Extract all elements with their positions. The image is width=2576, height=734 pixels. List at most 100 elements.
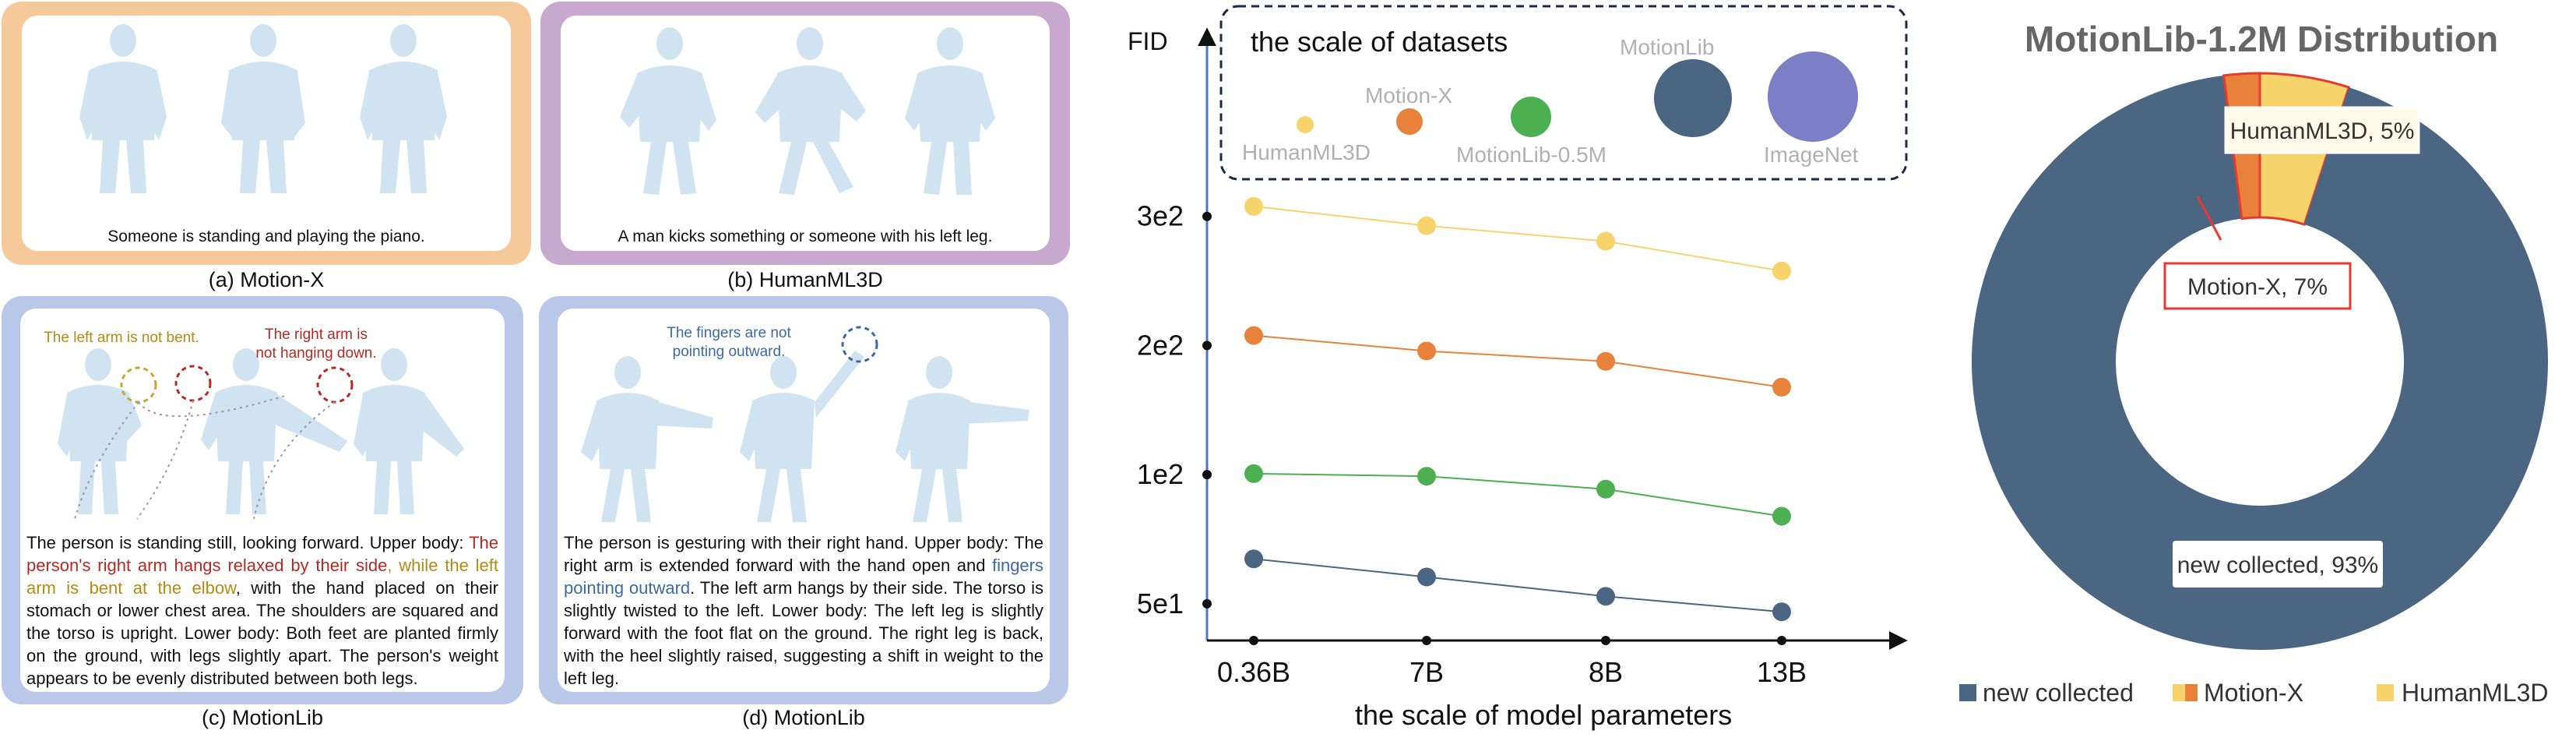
series-line: [1253, 205, 1782, 272]
x-tick-label: 13B: [1757, 656, 1807, 688]
motionlib-d-figures: [581, 326, 1029, 522]
note-right-arm: The right arm is not hanging down.: [255, 326, 377, 362]
humanml3d-figures: [620, 27, 995, 195]
legend-swatch-new-collected: [1959, 684, 1976, 701]
label-motion-x-leader: [2196, 196, 2222, 241]
series-point: [1244, 549, 1263, 569]
legend-swatch-motion-x-a: [2173, 684, 2185, 701]
marker-right-arm-end: [316, 366, 354, 404]
fid-line-chart: FID 5e1 1e2 2e2 3e2 0.36B 7B 8B 13B the scale …: [1128, 5, 1908, 731]
legend-dot-motion-x: [1396, 108, 1423, 135]
series-point: [1244, 326, 1263, 345]
dataset-scale-legend: the scale of datasets HumanML3D Motion-X…: [1219, 5, 1908, 181]
caption-motion-x: (a) Motion-X: [208, 268, 325, 291]
svg-text:HumanML3D, 5%: HumanML3D, 5%: [2230, 118, 2415, 144]
note-fingers: The fingers are not pointing outward.: [667, 325, 791, 360]
svg-text:Motion-X, 7%: Motion-X, 7%: [2187, 274, 2328, 300]
y-tick-label: 3e2: [1137, 200, 1184, 232]
y-axis-label: FID: [1128, 27, 1168, 55]
series-line: [1253, 334, 1782, 388]
series-point: [1596, 587, 1615, 606]
highlight-left-arm: while the left arm is bent at the elbow: [26, 556, 498, 598]
panel-motion-x: Someone is standing and playing the pian…: [2, 2, 531, 265]
x-tick-dot: [1422, 636, 1431, 645]
legend-label-motionlib-05m: MotionLib-0.5M: [1456, 143, 1606, 167]
series-point: [1244, 196, 1263, 216]
y-tick-dot: [1202, 211, 1212, 221]
panel-motion-x-inner: Someone is standing and playing the pian…: [22, 16, 511, 251]
humanml3d-description: A man kicks something or someone with hi…: [618, 228, 993, 245]
x-tick-dot: [1601, 636, 1610, 645]
label-motion-x: Motion-X, 7%: [2163, 262, 2352, 310]
legend-label-motionlib: MotionLib: [1620, 35, 1714, 59]
series-point: [1772, 377, 1791, 397]
panel-motionlib-d-inner: The fingers are not pointing outward. Th…: [558, 309, 1050, 692]
y-ticks: 5e1 1e2 2e2 3e2: [1137, 200, 1212, 619]
y-tick-label: 1e2: [1137, 458, 1184, 490]
distribution-donut-chart: MotionLib-1.2M Distribution HumanML3D, 5…: [1959, 19, 2549, 707]
legend-label-humanml3d: HumanML3D: [1242, 140, 1371, 164]
y-tick-label: 5e1: [1137, 588, 1184, 619]
donut-title: MotionLib-1.2M Distribution: [2025, 19, 2498, 59]
legend-dot-imagenet: [1768, 51, 1858, 142]
x-axis-label: the scale of model parameters: [1355, 699, 1732, 731]
legend-dot-motionlib-05m: [1511, 97, 1551, 137]
legend-dot-humanml3d: [1297, 116, 1314, 133]
caption-motionlib-c: (c) MotionLib: [201, 706, 324, 729]
x-tick-label: 0.36B: [1217, 656, 1290, 688]
legend-label-imagenet: ImageNet: [1764, 143, 1859, 167]
series-point: [1772, 506, 1791, 526]
series-point: [1596, 231, 1615, 251]
series-point: [1596, 479, 1615, 499]
marker-fingers: [841, 326, 878, 363]
note-left-arm: The left arm is not bent.: [44, 330, 199, 346]
label-new-collected: new collected, 93%: [2173, 541, 2383, 588]
panel-motionlib-c-inner: The left arm is not bent. The right arm …: [20, 309, 505, 692]
panel-motionlib-d: The fingers are not pointing outward. Th…: [539, 296, 1068, 704]
legend-label-motion-x: Motion-X: [1365, 83, 1452, 108]
series-group: [1244, 196, 1791, 622]
series-point: [1244, 464, 1263, 483]
legend-text-new-collected: new collected: [1983, 679, 2134, 707]
motionlib-d-description: The person is gesturing with their right…: [564, 533, 1043, 688]
series-point: [1417, 467, 1436, 486]
x-tick-label: 8B: [1589, 656, 1623, 688]
series-point: [1417, 216, 1436, 235]
legend-swatch-humanml3d: [2377, 684, 2394, 701]
series-point: [1772, 261, 1791, 281]
series-point: [1417, 567, 1436, 587]
y-tick-dot: [1202, 341, 1212, 351]
motionlib-c-description: The person is standing still, looking fo…: [26, 533, 499, 688]
motion-x-figures: [79, 24, 447, 193]
y-tick-dot: [1202, 598, 1212, 609]
y-tick-label: 2e2: [1137, 329, 1184, 361]
highlight-right-arm: The person's right arm hangs relaxed by …: [26, 533, 498, 575]
motionlib-c-figures: [58, 348, 464, 520]
link-curve-1: [138, 395, 286, 418]
highlight-fingers: fingers pointing outward: [564, 556, 1043, 598]
marker-right-arm: [174, 365, 212, 402]
x-tick-dot: [1249, 636, 1258, 645]
legend-swatch-motion-x-b: [2185, 684, 2198, 701]
label-humanml3d: HumanML3D, 5%: [2224, 106, 2420, 154]
x-tick-dot: [1777, 636, 1786, 645]
series-point: [1417, 341, 1436, 361]
link-curve-3: [253, 401, 336, 520]
y-tick-dot: [1202, 470, 1212, 480]
panel-humanml3d-inner: A man kicks something or someone with hi…: [561, 16, 1050, 251]
x-tick-label: 7B: [1409, 656, 1444, 688]
legend-dot-motionlib: [1654, 59, 1732, 137]
series-point: [1772, 602, 1791, 622]
donut-legend: new collected Motion-X HumanML3D: [1959, 679, 2549, 707]
caption-humanml3d: (b) HumanML3D: [727, 268, 883, 291]
motion-x-description: Someone is standing and playing the pian…: [107, 228, 425, 245]
link-curve-2: [136, 400, 194, 520]
donut-slice: [1972, 75, 2548, 651]
series-point: [1596, 351, 1615, 371]
panel-motionlib-c: The left arm is not bent. The right arm …: [2, 296, 523, 704]
caption-motionlib-d: (d) MotionLib: [742, 706, 865, 729]
series-line: [1253, 558, 1782, 613]
x-ticks: 0.36B 7B 8B 13B: [1217, 636, 1807, 688]
legend-title: the scale of datasets: [1251, 26, 1508, 58]
legend-text-motion-x: Motion-X: [2204, 679, 2303, 707]
